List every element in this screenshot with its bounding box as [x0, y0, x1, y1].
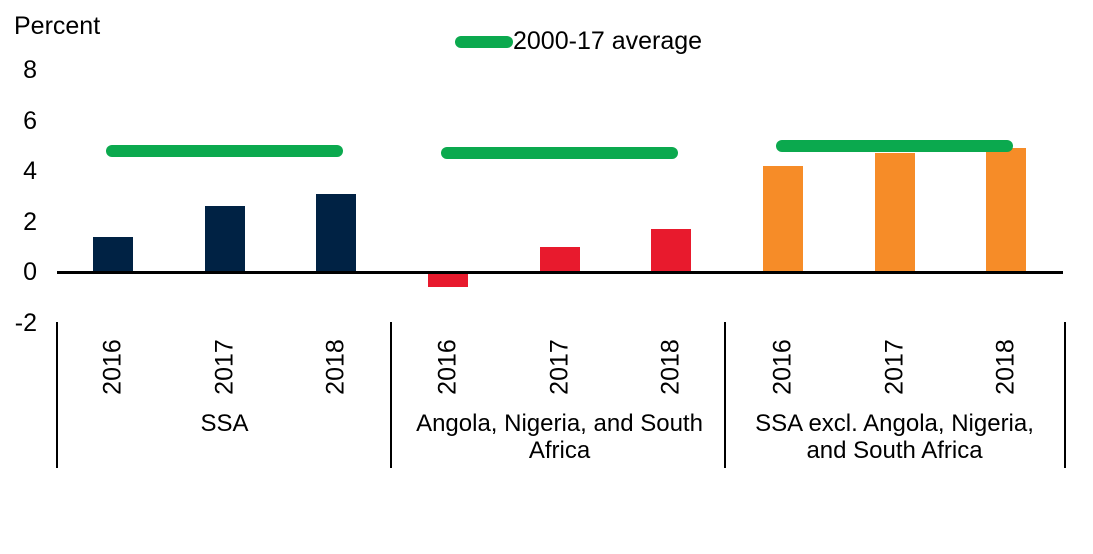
- x-axis-line: [57, 270, 1063, 274]
- y-axis-unit-label: Percent: [14, 12, 101, 40]
- year-tick-label: 2016: [768, 339, 797, 395]
- group-label: SSA excl. Angola, Nigeria, and South Afri…: [725, 410, 1065, 464]
- category-divider: [390, 322, 392, 468]
- average-line-legend-label: 2000-17 average: [513, 27, 703, 55]
- y-tick-label: 6: [23, 106, 37, 135]
- bar-2018-group1: [316, 193, 357, 272]
- group-label: SSA: [55, 410, 395, 437]
- y-tick-label: -2: [14, 308, 37, 337]
- category-divider: [1064, 322, 1066, 468]
- year-tick-label: 2016: [98, 339, 127, 395]
- year-tick-label: 2017: [545, 339, 573, 395]
- category-divider: [56, 322, 58, 468]
- average-line-legend-marker: [455, 36, 513, 48]
- y-tick-label: 8: [23, 56, 37, 84]
- year-tick-label: 2017: [880, 339, 908, 395]
- group-label-line: SSA: [200, 410, 249, 437]
- group-label-line: and South Africa: [806, 437, 983, 464]
- average-2000-17-line: [776, 139, 1013, 152]
- bar-2018-group2: [651, 229, 692, 272]
- y-tick-label: 0: [23, 258, 37, 286]
- group-label-line: Africa: [528, 437, 591, 464]
- category-divider: [724, 322, 726, 468]
- y-tick-label: 2: [23, 207, 37, 236]
- average-2000-17-line: [441, 147, 678, 160]
- group-label-line: SSA excl. Angola, Nigeria,: [755, 410, 1034, 437]
- year-tick-label: 2017: [210, 339, 238, 395]
- bar-2016-group1: [92, 236, 133, 272]
- year-tick-label: 2016: [433, 339, 462, 395]
- bar-2016-group2: [427, 272, 468, 288]
- year-tick-label: 2018: [656, 339, 685, 395]
- group-label-line: Angola, Nigeria, and South: [416, 410, 703, 437]
- bar-2017-group1: [204, 206, 245, 272]
- year-tick-label: 2018: [321, 339, 350, 395]
- chart-legend: 2000-17 average: [455, 26, 702, 56]
- bar-2016-group3: [762, 165, 803, 272]
- year-tick-label: 2018: [991, 339, 1020, 395]
- bar-2017-group3: [874, 153, 915, 272]
- group-label: Angola, Nigeria, and South Africa: [390, 410, 730, 464]
- average-2000-17-line: [106, 144, 343, 157]
- bar-2018-group3: [986, 148, 1027, 272]
- bar-2017-group2: [539, 246, 580, 272]
- y-tick-label: 4: [23, 157, 37, 185]
